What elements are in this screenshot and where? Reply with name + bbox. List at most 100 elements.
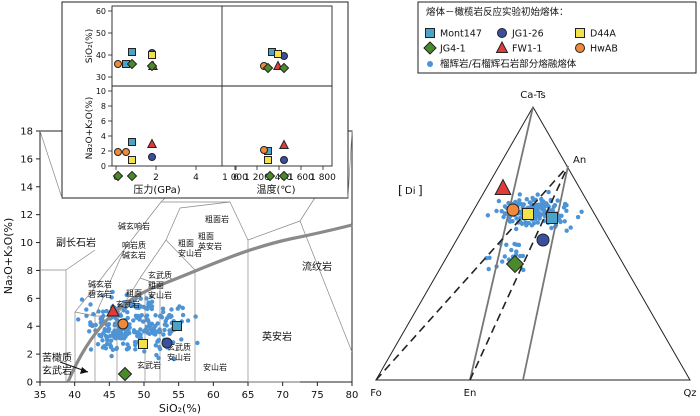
melt-dot [108,344,114,350]
melt-dot [126,328,131,333]
melt-dot [538,202,543,207]
melt-dot [517,192,522,197]
melt-dot [514,216,519,221]
melt-dot [149,299,155,304]
tas-x-tick-label: 45 [103,390,116,401]
melt-dot [185,318,191,323]
melt-dot [90,323,96,328]
marker-fw1-1 [146,138,158,148]
inset-leader-left [39,130,63,199]
inset-y-bottom-label: Na₂O+K₂O(%) [85,97,95,160]
melt-dot [502,254,507,259]
melt-dot [562,201,568,207]
marker-d44a [138,339,148,349]
melt-dot [159,315,165,320]
melt-dot [124,292,129,298]
field-foidite: 副长石岩 [56,236,96,249]
melt-dot [138,304,143,309]
legend-label-jg4-1: JG4-1 [439,44,466,55]
tas-y-tick-label: 4 [27,322,33,333]
melt-dot [152,329,158,334]
melt-dot [514,249,519,254]
tas-y-tick-label: 14 [20,182,33,193]
melt-dot [104,308,109,314]
melt-dot [125,342,130,347]
legend-marker-jg4-1 [423,41,437,55]
marker-jg4-1 [126,58,138,70]
melt-dot [575,214,581,220]
melt-dot [579,209,584,214]
melt-dot [524,197,529,202]
melt-dot [529,223,535,228]
tas-y-tick-label: 6 [27,294,33,305]
melt-dot [108,333,113,339]
inset-y-bottom-tick-label: 2 [101,147,106,156]
field-basanite-2: 碧玄岩 [88,289,112,299]
ternary-left-label: Fo [370,388,382,399]
melt-dot [534,213,539,219]
marker-d44a [264,156,272,164]
melt-dot [157,345,162,350]
tas-x-tick-label: 80 [346,390,359,401]
melt-dot [149,294,154,299]
marker-mont147 [172,321,182,331]
melt-dot [535,192,540,197]
melt-dot [503,211,508,216]
tas-y-tick-label: 8 [27,266,33,277]
ternary-right-label: Qz [683,388,696,399]
inset-y-top-tick-label: 40 [96,51,106,60]
marker-d44a [148,51,156,59]
tas-x-label: SiO₂(%) [159,402,201,415]
melt-dot [125,310,130,315]
melt-dot [126,346,131,351]
melt-dot [546,189,551,195]
inset-x-right-tick-label: 1 800 [310,173,336,183]
field-bta-2: 粗面 [148,280,164,290]
melt-dot [161,309,166,315]
ternary-di-label: Di [405,186,415,197]
legend-marker-d44a [575,28,585,38]
ternary-line-catsen [469,106,534,381]
melt-dot [147,331,152,336]
melt-dot [169,307,174,312]
marker-mont147 [128,48,136,56]
inset-y-top-tick-label: 60 [96,7,106,16]
field-trachyte: 粗面岩 [205,214,229,224]
field-bta-3: 安山岩 [148,290,172,300]
inset-x-left-tick-label: 4 [193,173,199,183]
melt-dot [100,345,106,350]
melt-dot [549,225,554,231]
melt-dot [519,221,525,226]
marker-fw1-1 [278,139,290,149]
melt-dot [104,341,110,347]
tas-x-tick-label: 35 [34,390,47,401]
melt-dot [141,319,146,324]
melt-dot [76,317,81,322]
marker-jg4-1 [278,62,290,74]
melt-dot [153,313,158,318]
melt-dot [153,332,158,337]
melt-dot [193,314,198,319]
melt-dot [168,314,173,320]
marker-fw1-1 [494,178,512,195]
ternary-diagram: Ca-Ts Fo Qz En An [ Di ] [370,90,696,399]
field-trachybasalt-1: 粗面 [126,288,142,298]
marker-hwab [117,318,129,330]
melt-dot [180,312,186,318]
melt-dot [531,197,536,203]
melt-dot [518,253,523,259]
melt-dot [564,228,569,233]
melt-dot [133,342,138,348]
melt-dot [195,340,200,346]
legend-frame [417,1,697,74]
melt-dot [486,266,491,272]
melt-dot [504,242,509,247]
melt-dot [535,220,540,225]
melt-dot [519,202,524,207]
melt-dot [106,322,112,327]
marker-hwab [260,146,268,154]
tas-y-tick-label: 2 [27,350,33,361]
field-basaltic-andesite-2: 安山岩 [167,352,191,362]
tas-field-lines [40,181,353,383]
